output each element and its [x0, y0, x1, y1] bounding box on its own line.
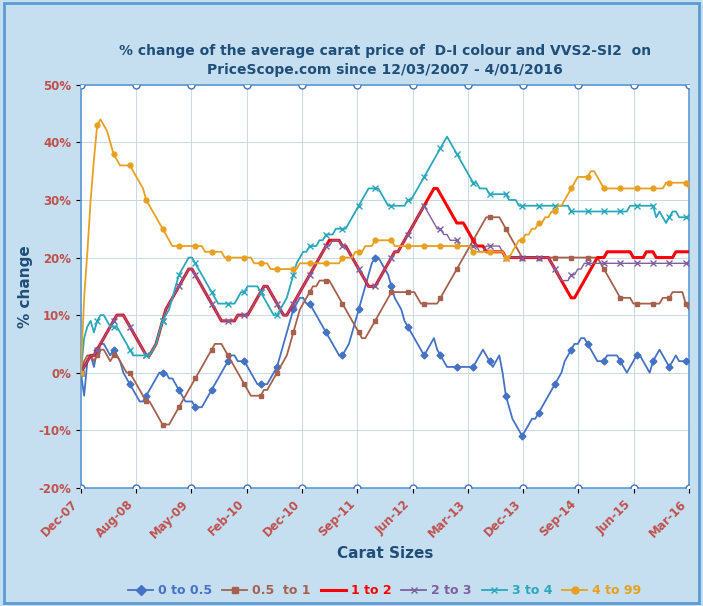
Y-axis label: % change: % change [18, 245, 33, 328]
Legend: 0 to 0.5, 0.5  to 1, 1 to 2, 2 to 3, 3 to 4, 4 to 99: 0 to 0.5, 0.5 to 1, 1 to 2, 2 to 3, 3 to… [123, 579, 647, 602]
X-axis label: Carat Sizes: Carat Sizes [337, 547, 433, 561]
Title: % change of the average carat price of  D-I colour and VVS2-SI2  on
PriceScope.c: % change of the average carat price of D… [119, 44, 651, 77]
